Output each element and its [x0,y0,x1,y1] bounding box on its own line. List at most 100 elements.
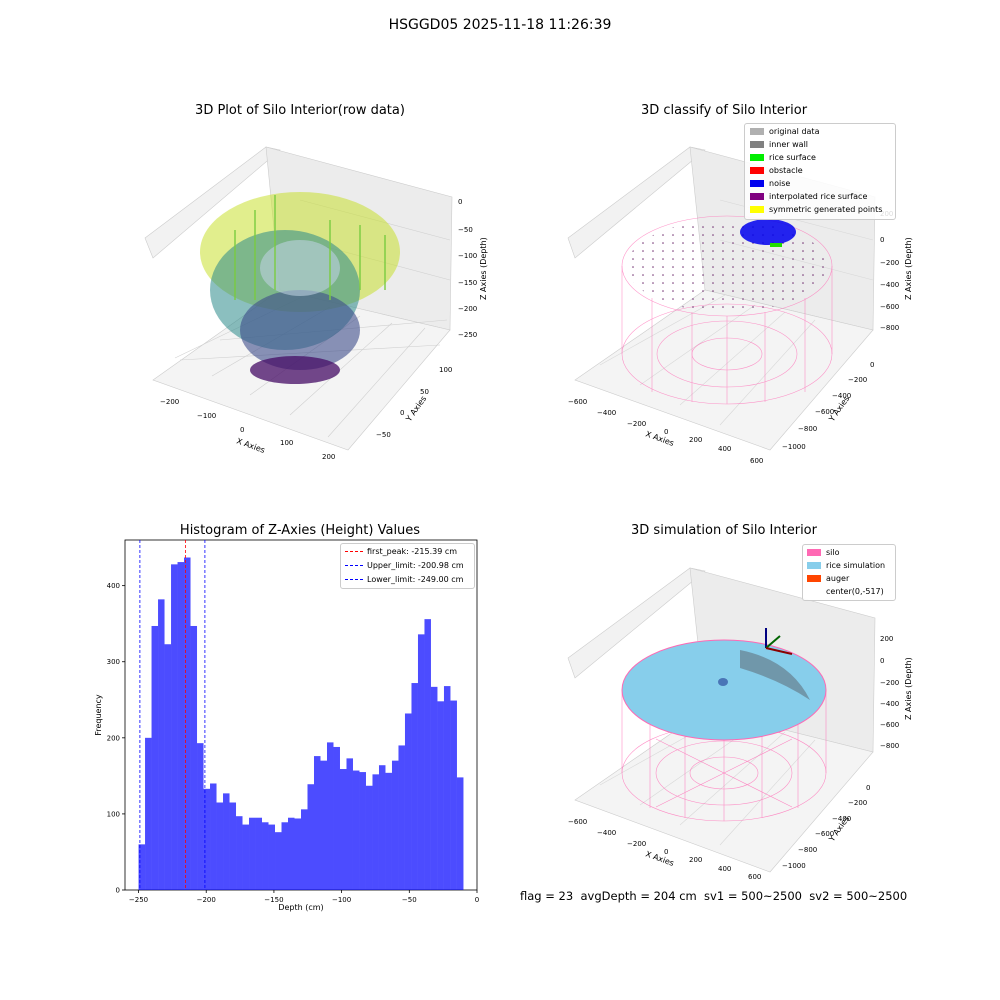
legend-swatch [750,206,764,213]
svg-text:400: 400 [718,445,731,453]
histogram-bar [313,756,321,890]
histogram-bar [203,788,211,890]
svg-text:200: 200 [322,453,335,461]
histogram-bar [378,765,386,890]
svg-text:−150: −150 [458,279,477,287]
legend-item: obstacle [750,166,803,175]
svg-text:600: 600 [748,873,761,880]
histogram-bar [301,809,308,890]
classify-plot-title: 3D classify of Silo Interior [640,103,808,118]
legend-line [345,579,363,580]
histogram-bar [294,818,301,890]
histogram-bar [307,784,314,890]
histogram-bar [138,844,146,890]
histogram-bar [236,816,243,890]
x-tick-label: −50 [402,896,417,904]
svg-text:−200: −200 [627,420,646,428]
histogram-bar [197,743,204,890]
svg-text:−600: −600 [815,830,834,838]
legend-swatch [807,575,821,582]
svg-text:0: 0 [870,361,874,369]
raw-xlabel: X Axies [235,436,266,455]
histogram-bar [326,742,334,890]
legend-item: first_peak: -215.39 cm [345,547,457,556]
histogram-bar [262,822,269,890]
histogram-bar [223,793,230,890]
histogram-bar [456,777,464,890]
svg-text:0: 0 [240,426,244,434]
legend-swatch [750,193,764,200]
legend-swatch [750,167,764,174]
svg-text:−1000: −1000 [782,443,806,451]
svg-text:−50: −50 [376,431,391,439]
histogram-bar [145,737,152,890]
legend-swatch [807,588,821,595]
histogram-bar [346,758,353,890]
y-tick-label: 0 [116,887,120,895]
svg-text:−800: −800 [880,324,899,332]
histogram-bar [268,824,276,890]
raw-ylabel: Y Axies [404,394,429,424]
raw-plot-title: 3D Plot of Silo Interior(row data) [195,103,405,118]
histogram-bar [424,619,431,890]
histogram-bar [385,772,392,890]
x-tick-label: −250 [129,896,148,904]
histogram-bar [249,817,256,890]
legend-swatch [750,180,764,187]
histogram-bar [242,824,250,890]
histogram-title: Histogram of Z-Axies (Height) Values [179,523,421,538]
legend-line [345,551,363,552]
histogram-bar [171,564,178,890]
y-tick-label: 300 [107,658,120,666]
histogram-bar [359,772,366,890]
svg-text:−600: −600 [568,398,587,406]
classify-zlabel: Z Axies (Depth) [904,237,913,300]
histogram-bar [164,644,172,890]
x-tick-label: −200 [197,896,216,904]
histogram-bar [372,774,379,890]
svg-text:0: 0 [664,848,668,856]
svg-text:50: 50 [420,388,429,396]
svg-text:−200: −200 [848,799,867,807]
svg-text:−800: −800 [798,846,817,854]
legend-item: Lower_limit: -249.00 cm [345,575,463,584]
svg-text:−400: −400 [832,392,851,400]
legend-item: Upper_limit: -200.98 cm [345,561,464,570]
histogram-bar [255,817,263,890]
svg-text:−400: −400 [880,281,899,289]
svg-text:−400: −400 [597,409,616,417]
histogram-bar [288,817,295,890]
legend-swatch [807,562,821,569]
legend-item: interpolated rice surface [750,192,867,201]
raw-zlabel: Z Axies (Depth) [479,237,488,300]
svg-text:0: 0 [458,198,462,206]
histogram-bar [391,760,399,890]
svg-text:−50: −50 [458,226,473,234]
histogram-bar [352,770,360,890]
histogram-bar [320,760,327,890]
status-footer: flag = 23 avgDepth = 204 cm sv1 = 500~25… [520,889,908,903]
histogram-bar [275,832,282,890]
legend-item: silo [807,548,840,557]
legend-item: inner wall [750,140,808,149]
histogram-bar [404,713,412,890]
svg-text:−100: −100 [458,252,477,260]
svg-text:0: 0 [866,784,870,792]
svg-text:400: 400 [718,865,731,873]
svg-text:−600: −600 [815,408,834,416]
x-tick-label: −150 [264,896,283,904]
histogram-bar [411,683,418,890]
svg-text:−200: −200 [880,679,899,687]
figure-suptitle: HSGGD05 2025-11-18 11:26:39 [388,17,612,33]
histogram-bar [398,745,405,890]
legend-swatch [807,549,821,556]
histogram-xlabel: Depth (cm) [278,903,323,912]
svg-text:−100: −100 [197,412,216,420]
legend-item: rice surface [750,153,816,162]
legend-item: noise [750,179,790,188]
legend-item: auger [807,574,849,583]
y-tick-label: 100 [107,810,120,818]
simulation-plot-title: 3D simulation of Silo Interior [631,523,817,538]
x-tick-label: 0 [475,896,479,904]
histogram-bar [151,625,159,890]
